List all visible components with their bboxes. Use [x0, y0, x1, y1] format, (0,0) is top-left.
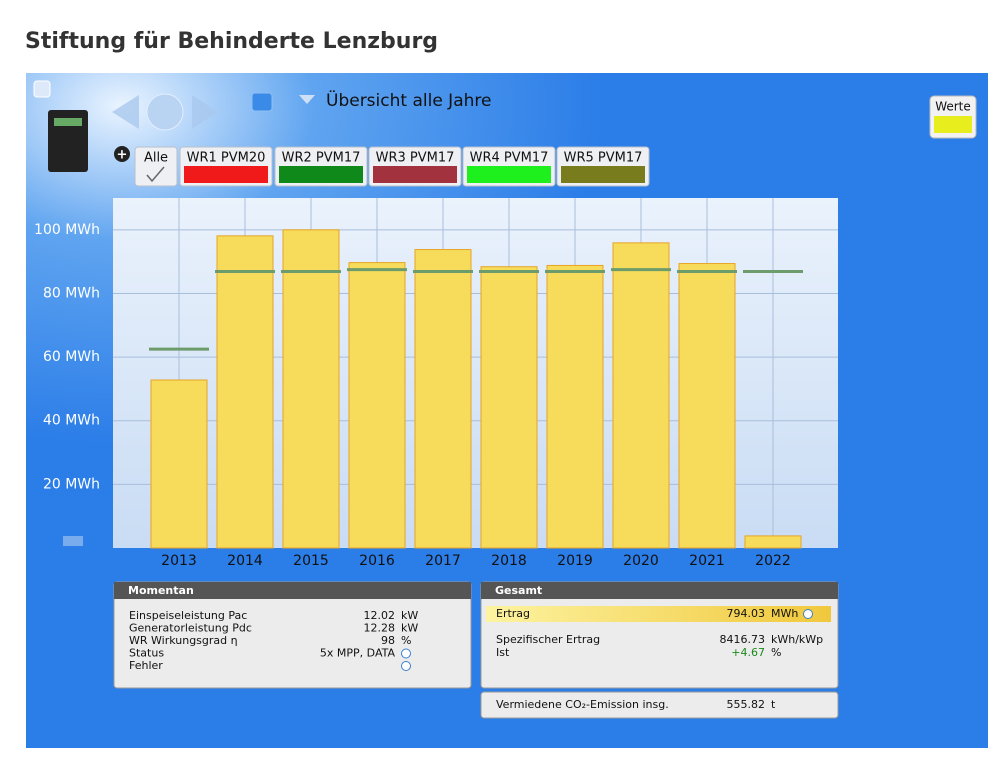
tab-color [279, 166, 363, 183]
bar [744, 535, 802, 549]
row-label: Fehler [129, 659, 163, 672]
x-tick-label: 2015 [293, 553, 329, 569]
prev-arrow[interactable] [112, 95, 139, 129]
row-value: 98 [381, 634, 395, 647]
x-tick-label: 2022 [755, 553, 791, 569]
add-icon[interactable]: + [117, 148, 128, 163]
bar [480, 266, 538, 549]
y-tick-label: 40 MWh [43, 413, 100, 429]
tab-label[interactable]: WR2 PVM17 [282, 151, 361, 166]
view-title[interactable]: Übersicht alle Jahre [326, 89, 491, 111]
row-label: Einspeiseleistung Pac [129, 609, 247, 622]
x-tick-label: 2019 [557, 553, 593, 569]
info-icon[interactable] [401, 648, 411, 659]
add-button[interactable] [114, 146, 130, 162]
row-value: 8416.73 [720, 633, 766, 646]
tab-label[interactable]: WR3 PVM17 [376, 151, 455, 166]
row-unit: kWh/kWp [771, 633, 823, 646]
panel-header [114, 582, 471, 599]
panel-header [481, 582, 838, 599]
panel-title: Momentan [128, 584, 194, 597]
panel-title: Gesamt [495, 584, 542, 597]
row-unit: % [771, 646, 781, 659]
row-label: Generatorleistung Pdc [129, 622, 252, 635]
bar [678, 263, 736, 549]
calendar-button[interactable] [251, 92, 273, 112]
tab-color [467, 166, 551, 183]
info-icon[interactable] [803, 609, 813, 619]
highlight-row [486, 606, 831, 622]
values-button-label[interactable]: Werte [935, 100, 971, 114]
tab-color [561, 166, 645, 183]
x-tick-label: 2021 [689, 553, 725, 569]
x-tick-label: 2016 [359, 553, 395, 569]
co2-unit: t [771, 698, 776, 711]
x-tick-label: 2018 [491, 553, 527, 569]
row-value: +4.67 [731, 646, 765, 659]
x-tick-label: 2017 [425, 553, 461, 569]
bar [348, 262, 406, 549]
next-arrow[interactable] [192, 95, 218, 129]
bar [612, 242, 670, 549]
x-tick-label: 2020 [623, 553, 659, 569]
row-value: 794.03 [727, 607, 766, 620]
row-unit: kW [401, 609, 418, 622]
zoom-button[interactable] [146, 93, 184, 131]
y-tick-label: 80 MWh [43, 285, 100, 301]
co2-label: Vermiedene CO₂-Emission insg. [496, 698, 669, 711]
co2-value: 555.82 [727, 698, 766, 711]
row-unit: kW [401, 622, 418, 635]
row-value: 12.28 [364, 622, 396, 635]
tab[interactable] [134, 146, 178, 187]
info-icon[interactable] [401, 661, 411, 671]
window-button[interactable] [33, 80, 51, 98]
row-label: Status [129, 647, 164, 660]
chart-icon [63, 536, 83, 546]
bar [414, 249, 472, 549]
device-detail [54, 118, 82, 126]
row-unit: MWh [771, 607, 798, 620]
row-value: 5x MPP, DATA [320, 647, 396, 660]
panel [480, 691, 839, 719]
tab-label[interactable]: WR5 PVM17 [564, 151, 643, 166]
bar [216, 235, 274, 549]
tab-color [373, 166, 457, 183]
bar [282, 229, 340, 549]
check-icon [146, 166, 165, 183]
x-tick-label: 2014 [227, 553, 263, 569]
row-value: 12.02 [364, 609, 396, 622]
row-label: Spezifischer Ertrag [496, 633, 600, 646]
x-tick-label: 2013 [161, 553, 197, 569]
y-tick-label: 60 MWh [43, 349, 100, 365]
y-tick-label: 20 MWh [43, 476, 100, 492]
row-unit: % [401, 634, 411, 647]
bar [150, 379, 208, 549]
tab-label[interactable]: Alle [144, 151, 168, 166]
y-tick-label: 100 MWh [34, 222, 100, 238]
bar [546, 264, 604, 549]
dropdown-arrow[interactable] [299, 95, 315, 104]
tab-label[interactable]: WR1 PVM20 [187, 151, 266, 166]
tab-color [184, 166, 268, 183]
row-label: Ertrag [496, 607, 530, 620]
row-label: Ist [496, 646, 510, 659]
row-label: WR Wirkungsgrad η [129, 634, 238, 647]
page-title: Stiftung für Behinderte Lenzburg [25, 29, 438, 54]
tab-label[interactable]: WR4 PVM17 [470, 151, 549, 166]
values-color [934, 116, 972, 133]
